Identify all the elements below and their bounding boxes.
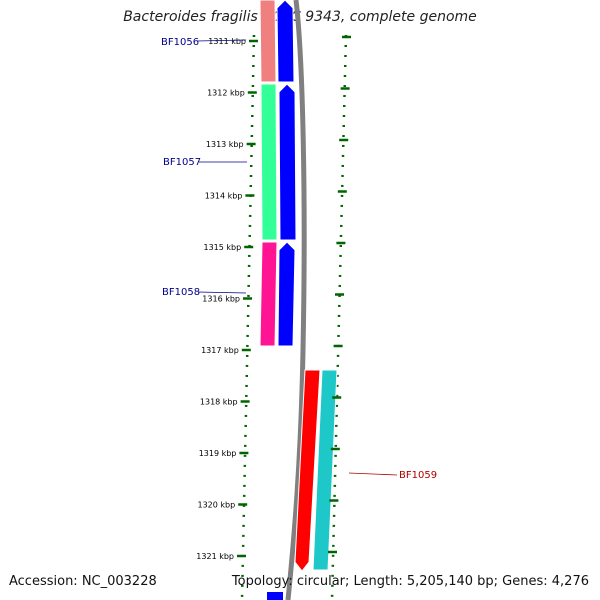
tick-label: 1315 kbp — [203, 243, 241, 252]
tick-label: 1321 kbp — [196, 552, 234, 561]
tick-label: 1318 kbp — [200, 398, 238, 407]
backbone-curve — [285, 0, 307, 600]
block-pink — [259, 0, 277, 83]
tick-label: 1319 kbp — [199, 449, 237, 458]
gene-arrow-bf1059 — [294, 369, 321, 572]
left-ruler — [240, 34, 256, 600]
genome-summary: Topology: circular; Length: 5,205,140 bp… — [231, 574, 589, 589]
gene-arrow-bf1057 — [278, 83, 297, 241]
right-ruler — [330, 34, 348, 600]
gene-arrow-bottom — [267, 592, 283, 600]
gene-arrow-bf1056 — [276, 0, 295, 83]
tick-label: 1312 kbp — [207, 89, 245, 98]
gene-label-bf1058[interactable]: BF1058 — [162, 287, 200, 298]
accession-text: Accession: NC_003228 — [9, 574, 157, 589]
tick-label: 1313 kbp — [206, 140, 244, 149]
gene-arrow-bf1058 — [277, 241, 296, 347]
block-track — [259, 0, 278, 347]
tick-label: 1316 kbp — [202, 295, 240, 304]
tick-label: 1311 kbp — [208, 37, 246, 46]
block-magenta — [259, 241, 278, 347]
tick-label: 1314 kbp — [205, 192, 243, 201]
ruler-ticks: 1311 kbp 1312 kbp 1313 kbp 1314 kbp 1315 kbp… — [196, 35, 351, 561]
gene-labels: BF1056 BF1057 BF1058 BF1059 — [161, 37, 437, 481]
block-green — [260, 83, 278, 241]
forward-genes — [267, 0, 297, 600]
gene-label-bf1057[interactable]: BF1057 — [163, 157, 201, 168]
gene-arrow-bf1059-b — [312, 369, 338, 571]
gene-label-bf1056[interactable]: BF1056 — [161, 37, 199, 48]
tick-label: 1320 kbp — [197, 501, 235, 510]
tick-label: 1317 kbp — [201, 346, 239, 355]
gene-label-bf1059[interactable]: BF1059 — [399, 470, 437, 481]
reverse-genes — [294, 369, 338, 572]
